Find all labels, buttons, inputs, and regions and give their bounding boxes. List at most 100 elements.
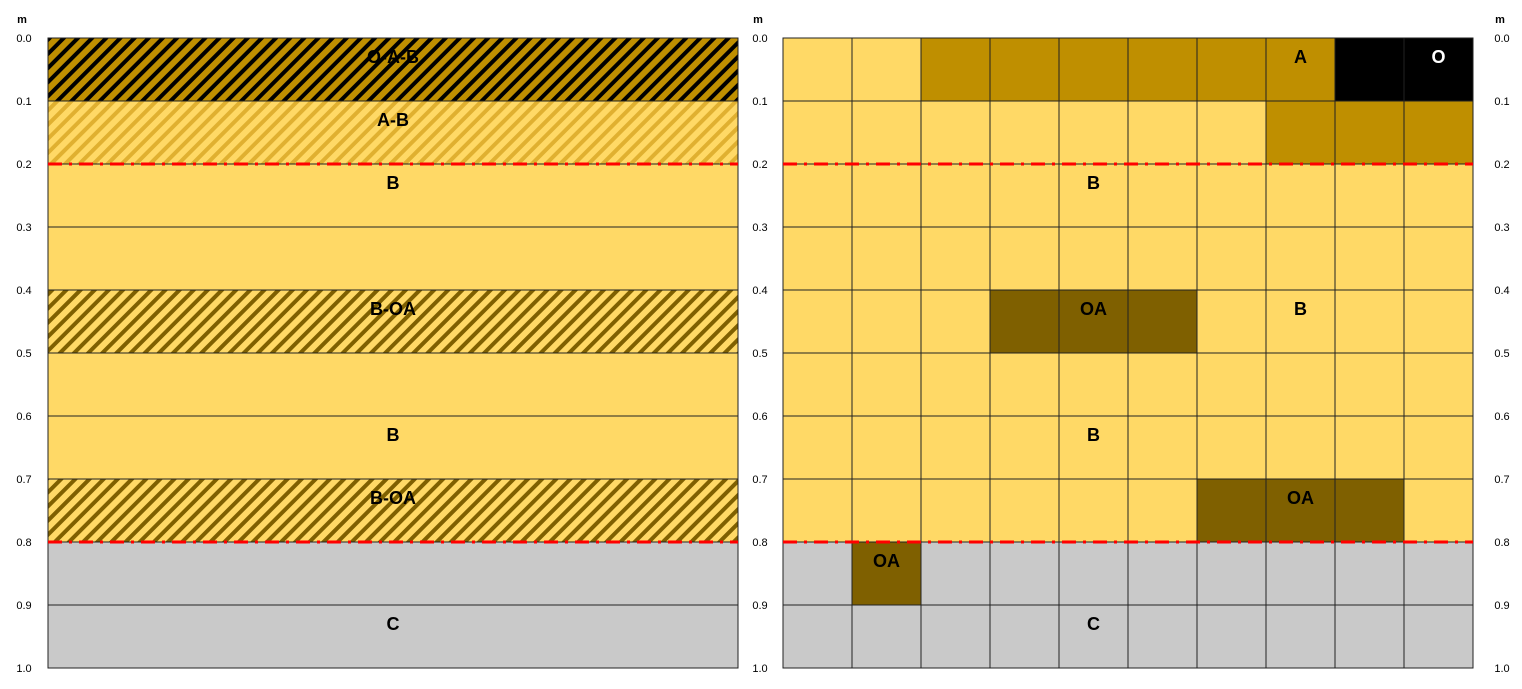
grid-cell bbox=[851, 37, 922, 102]
grid-cell bbox=[920, 37, 991, 102]
grid-cell bbox=[1265, 37, 1336, 102]
axis-unit: m bbox=[1495, 14, 1505, 26]
grid-cell bbox=[920, 415, 991, 480]
grid-cell bbox=[851, 100, 922, 165]
depth-tick-label: 0.4 bbox=[16, 285, 31, 297]
grid-cell bbox=[989, 37, 1060, 102]
depth-tick-label: 1.0 bbox=[1494, 663, 1509, 675]
grid-cell bbox=[1127, 289, 1198, 354]
grid-cell bbox=[1058, 226, 1129, 291]
grid-cell bbox=[1334, 415, 1405, 480]
cell-label: OA bbox=[1080, 299, 1107, 319]
grid-cell bbox=[1058, 541, 1129, 606]
grid-cell bbox=[1403, 226, 1474, 291]
depth-tick-label: 0.3 bbox=[1494, 222, 1509, 234]
depth-tick-label: 0.8 bbox=[752, 537, 767, 549]
grid-cell bbox=[1265, 289, 1336, 354]
grid-cell bbox=[1058, 163, 1129, 228]
grid-cell bbox=[782, 352, 853, 417]
depth-tick-label: 0.8 bbox=[16, 537, 31, 549]
depth-tick-label: 0.7 bbox=[16, 474, 31, 486]
grid-cell bbox=[989, 541, 1060, 606]
cell-label: C bbox=[1087, 614, 1100, 634]
depth-tick-label: 0.9 bbox=[752, 600, 767, 612]
cell-label: B bbox=[1087, 173, 1100, 193]
grid-cell bbox=[989, 163, 1060, 228]
grid-cell bbox=[1127, 352, 1198, 417]
depth-tick-label: 0.8 bbox=[1494, 537, 1509, 549]
grid-cell bbox=[1334, 289, 1405, 354]
depth-tick-label: 0.5 bbox=[1494, 348, 1509, 360]
profile-band bbox=[47, 352, 739, 417]
grid-cell bbox=[1265, 478, 1336, 543]
profile-band bbox=[47, 415, 739, 480]
grid-cell bbox=[1196, 100, 1267, 165]
depth-tick-label: 0.3 bbox=[752, 222, 767, 234]
grid-cell bbox=[782, 478, 853, 543]
profile-band bbox=[47, 289, 739, 354]
grid-cell bbox=[1403, 352, 1474, 417]
grid-cell bbox=[1403, 289, 1474, 354]
grid-cell bbox=[1403, 100, 1474, 165]
profile-band bbox=[47, 478, 739, 543]
grid-cell bbox=[782, 163, 853, 228]
depth-tick-label: 0.6 bbox=[16, 411, 31, 423]
grid-cell bbox=[1058, 37, 1129, 102]
grid-cell bbox=[1265, 226, 1336, 291]
cell-label: A bbox=[1294, 47, 1307, 67]
grid-cell bbox=[1127, 541, 1198, 606]
grid-cell bbox=[851, 352, 922, 417]
grid-cell bbox=[920, 478, 991, 543]
grid-cell bbox=[920, 604, 991, 669]
grid-cell bbox=[1058, 100, 1129, 165]
grid-cell bbox=[989, 226, 1060, 291]
grid-cell bbox=[920, 541, 991, 606]
grid-cell bbox=[782, 37, 853, 102]
grid-cell bbox=[1265, 100, 1336, 165]
profile-band bbox=[47, 604, 739, 669]
depth-tick-label: 0.1 bbox=[16, 96, 31, 108]
grid-cell bbox=[782, 100, 853, 165]
depth-tick-label: 1.0 bbox=[752, 663, 767, 675]
grid-cell bbox=[851, 415, 922, 480]
depth-tick-label: 0.0 bbox=[16, 33, 31, 45]
band-label: C bbox=[387, 614, 400, 634]
depth-tick-label: 0.2 bbox=[16, 159, 31, 171]
depth-tick-label: 0.7 bbox=[752, 474, 767, 486]
grid-cell bbox=[1334, 100, 1405, 165]
grid-cell bbox=[989, 352, 1060, 417]
grid-cell bbox=[1196, 289, 1267, 354]
grid-cell bbox=[851, 163, 922, 228]
band-label: B-OA bbox=[370, 299, 416, 319]
depth-tick-label: 0.4 bbox=[1494, 285, 1509, 297]
depth-tick-label: 0.3 bbox=[16, 222, 31, 234]
grid-cell bbox=[1265, 163, 1336, 228]
grid-cell bbox=[851, 604, 922, 669]
grid-cell bbox=[1058, 478, 1129, 543]
grid-cell bbox=[1265, 415, 1336, 480]
depth-tick-label: 0.1 bbox=[752, 96, 767, 108]
band-label: B-OA bbox=[370, 488, 416, 508]
grid-cell bbox=[1403, 163, 1474, 228]
grid-cell bbox=[1403, 415, 1474, 480]
grid-cell bbox=[1403, 604, 1474, 669]
grid-cell bbox=[989, 604, 1060, 669]
grid-cell bbox=[989, 478, 1060, 543]
grid-cell bbox=[782, 289, 853, 354]
cell-label: OA bbox=[873, 551, 900, 571]
grid-cell bbox=[1334, 226, 1405, 291]
profile-band bbox=[47, 541, 739, 606]
grid-cell bbox=[851, 226, 922, 291]
grid-cell bbox=[1127, 478, 1198, 543]
depth-tick-label: 0.6 bbox=[752, 411, 767, 423]
grid-cell bbox=[920, 100, 991, 165]
band-label: A-B bbox=[377, 110, 409, 130]
grid-cell bbox=[1334, 37, 1405, 102]
grid-cell bbox=[1265, 352, 1336, 417]
grid-cell bbox=[1058, 352, 1129, 417]
cell-label: OA bbox=[1287, 488, 1314, 508]
grid-cell bbox=[1334, 541, 1405, 606]
grid-cell bbox=[1403, 541, 1474, 606]
